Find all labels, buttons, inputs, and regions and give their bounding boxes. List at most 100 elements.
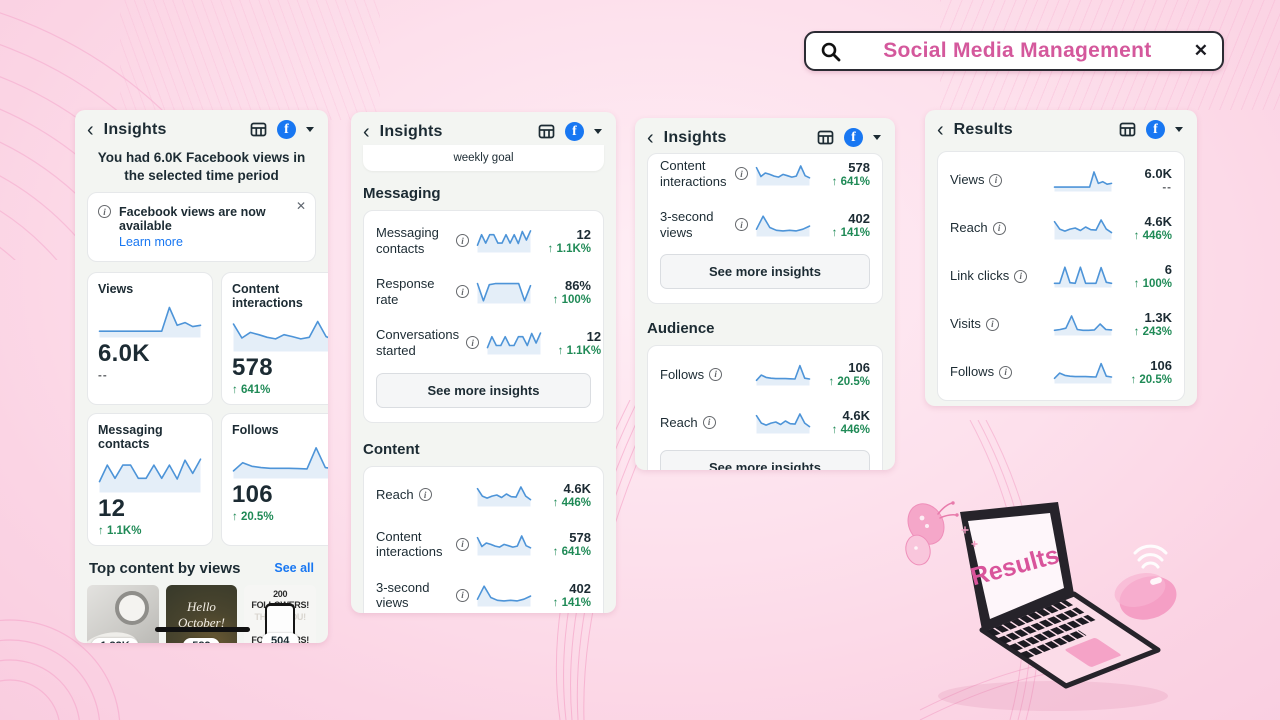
facebook-logo-icon[interactable]: f xyxy=(1146,120,1165,139)
wireless-signal-icon xyxy=(1133,544,1168,569)
see-more-insights-button[interactable]: See more insights xyxy=(376,372,591,408)
metric-row-content-interactions[interactable]: Content interactions i 578 ↑ 641% xyxy=(660,154,870,199)
messaging-card: Messaging contacts i 12 ↑ 1.1K% Response… xyxy=(363,210,604,423)
info-icon[interactable]: i xyxy=(999,365,1013,379)
metric-change: ↑ 20.5% xyxy=(828,376,870,389)
metric-row-follows[interactable]: Follows i 106 ↑ 20.5% xyxy=(950,348,1172,396)
see-all-link[interactable]: See all xyxy=(274,561,314,576)
metric-value: 106 xyxy=(848,360,870,376)
search-query[interactable]: Social Media Management xyxy=(883,39,1152,62)
info-icon[interactable]: i xyxy=(418,488,432,502)
panel-header: ‹ Insights f xyxy=(75,110,328,147)
back-icon[interactable]: ‹ xyxy=(363,120,370,143)
panel-title: Insights xyxy=(379,122,443,140)
metric-row-content-interactions[interactable]: Content interactions i 578 ↑ 641% xyxy=(376,519,591,570)
panel-title: Results xyxy=(953,120,1013,138)
metric-change: ↑ 1.1K% xyxy=(98,524,142,537)
metric-label: Follows xyxy=(950,364,995,380)
search-icon xyxy=(821,42,841,61)
sparkline-chart xyxy=(232,446,328,479)
info-icon[interactable]: i xyxy=(456,285,469,299)
metric-card-messaging-contacts[interactable]: Messaging contacts 12 ↑ 1.1K% xyxy=(87,412,213,546)
learn-more-link[interactable]: Learn more xyxy=(119,235,183,250)
metric-row-3-second-views[interactable]: 3-second views i 402 ↑ 141% xyxy=(376,570,591,613)
see-more-insights-button[interactable]: See more insights xyxy=(660,450,870,470)
metric-change: ↑ 1.1K% xyxy=(547,242,591,255)
sparkline-chart xyxy=(98,457,202,493)
top-content-title: Top content by views xyxy=(89,559,241,577)
metric-label: Reach xyxy=(950,220,988,236)
metric-change: ↑ 100% xyxy=(552,293,591,306)
metric-value: 106 xyxy=(1150,358,1172,373)
info-icon[interactable]: i xyxy=(735,218,748,232)
calendar-icon[interactable] xyxy=(538,123,555,140)
info-icon[interactable]: i xyxy=(985,317,999,331)
metric-row-reach[interactable]: Reach i 4.6K ↑ 446% xyxy=(660,398,870,446)
metric-row-reach[interactable]: Reach i 4.6K ↑ 446% xyxy=(376,471,591,519)
chevron-down-icon[interactable] xyxy=(1175,127,1183,132)
metric-row-link-clicks[interactable]: Link clicks i 6 ↑ 100% xyxy=(950,252,1172,300)
metric-value: 86% xyxy=(564,277,591,293)
chevron-down-icon[interactable] xyxy=(594,129,602,134)
metric-label: Reach xyxy=(660,414,698,430)
metric-label: Conversations started xyxy=(376,327,460,358)
metric-row-reach[interactable]: Reach i 4.6K ↑ 446% xyxy=(950,204,1172,252)
content-thumbnail[interactable]: 1.33K xyxy=(87,584,159,643)
info-icon[interactable]: i xyxy=(702,415,716,429)
close-icon[interactable]: ✕ xyxy=(295,199,306,214)
info-icon[interactable]: i xyxy=(456,588,469,602)
metric-row-messaging-contacts[interactable]: Messaging contacts i 12 ↑ 1.1K% xyxy=(376,215,591,266)
metric-change: -- xyxy=(1162,182,1172,194)
metric-card-views[interactable]: Views 6.0K -- xyxy=(87,272,213,405)
info-icon[interactable]: i xyxy=(992,221,1006,235)
metric-label: Reach xyxy=(376,486,414,502)
back-icon[interactable]: ‹ xyxy=(937,118,944,141)
metric-row-response-rate[interactable]: Response rate i 86% ↑ 100% xyxy=(376,266,591,317)
metric-row-3-second-views[interactable]: 3-second views i 402 ↑ 141% xyxy=(660,199,870,250)
facebook-logo-icon[interactable]: f xyxy=(844,128,863,147)
info-icon[interactable]: i xyxy=(456,537,469,551)
metric-label: Views xyxy=(98,282,134,297)
metric-label: Messaging contacts xyxy=(98,422,163,452)
top-content-grid: 1.33K Hello October! 589 200 FOLLOWERS! … xyxy=(75,584,328,643)
panel-header: ‹ Insights f xyxy=(351,112,616,149)
facebook-logo-icon[interactable]: f xyxy=(277,120,296,139)
sparkline-chart xyxy=(486,332,542,355)
info-icon[interactable]: i xyxy=(456,234,469,248)
chevron-down-icon[interactable] xyxy=(873,135,881,140)
calendar-icon[interactable] xyxy=(1119,121,1136,138)
metric-row-conversations-started[interactable]: Conversations started i 12 ↑ 1.1K% xyxy=(376,317,601,368)
metric-row-follows[interactable]: Follows i 106 ↑ 20.5% xyxy=(660,350,870,398)
calendar-icon[interactable] xyxy=(250,121,267,138)
content-thumbnail[interactable]: 200 FOLLOWERS! THANKYOU! 200 FOLLOWERS! … xyxy=(244,584,316,643)
content-thumbnail[interactable]: Hello October! 589 xyxy=(165,584,238,643)
close-icon[interactable]: ✕ xyxy=(1193,41,1208,60)
metric-label: Link clicks xyxy=(950,268,1010,284)
info-icon[interactable]: i xyxy=(709,367,723,381)
info-icon[interactable]: i xyxy=(1014,269,1028,283)
metric-card-content-interactions[interactable]: Content interactions 578 ↑ 641% xyxy=(221,272,328,405)
search-bar[interactable]: Social Media Management ✕ xyxy=(804,31,1224,71)
see-more-insights-button[interactable]: See more insights xyxy=(660,254,870,290)
insights-panel-overview: ‹ Insights f You had 6.0K Facebook views… xyxy=(75,110,328,643)
metric-value: 1.3K xyxy=(1144,310,1172,325)
metric-card-follows[interactable]: Follows 106 ↑ 20.5% xyxy=(221,412,328,546)
facebook-logo-icon[interactable]: f xyxy=(565,122,584,141)
info-icon[interactable]: i xyxy=(989,173,1003,187)
sparkline-chart xyxy=(755,413,811,434)
metric-value: 6 xyxy=(1164,262,1172,277)
butterfly-graphic xyxy=(905,501,978,566)
back-icon[interactable]: ‹ xyxy=(647,126,654,149)
panel-header: ‹ Results f xyxy=(925,110,1197,147)
metric-row-views[interactable]: Views i 6.0K -- xyxy=(950,156,1172,204)
sparkline-chart xyxy=(476,229,532,253)
chevron-down-icon[interactable] xyxy=(306,127,314,132)
metric-row-visits[interactable]: Visits i 1.3K ↑ 243% xyxy=(950,300,1172,348)
laptop-screen xyxy=(968,513,1064,619)
calendar-icon[interactable] xyxy=(817,129,834,146)
views-headline: You had 6.0K Facebook views in the selec… xyxy=(97,150,306,183)
back-icon[interactable]: ‹ xyxy=(87,118,94,141)
info-icon[interactable]: i xyxy=(735,167,748,181)
metric-change: ↑ 20.5% xyxy=(1130,374,1172,386)
info-icon[interactable]: i xyxy=(466,336,480,350)
